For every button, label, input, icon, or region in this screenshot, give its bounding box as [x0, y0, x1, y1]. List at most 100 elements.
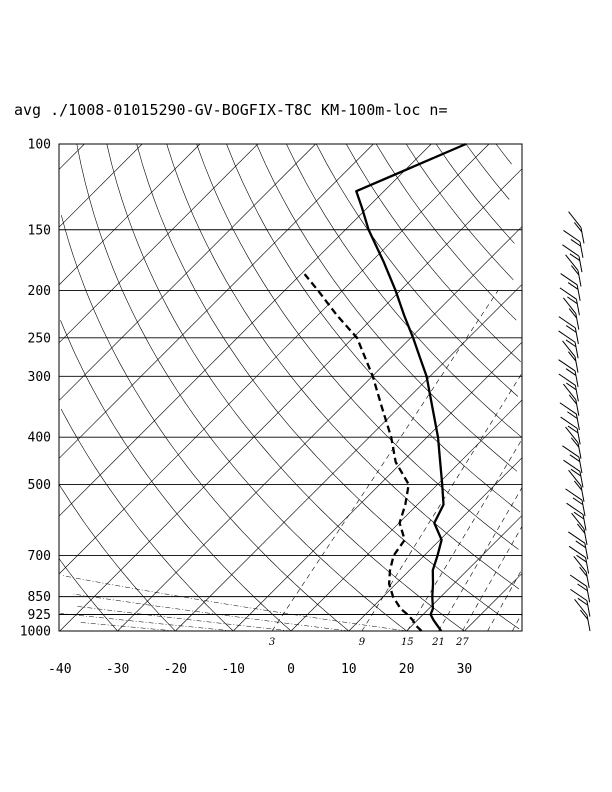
wind-barb-staff	[574, 327, 579, 344]
isotherm-line	[58, 143, 85, 170]
dry-adiabat-line	[346, 143, 522, 363]
wind-barb-staff	[575, 413, 580, 431]
moist-adiabat-line	[77, 606, 292, 632]
plot-frame	[58, 143, 523, 632]
wind-barb	[562, 297, 580, 330]
wind-barb-flag	[565, 339, 577, 348]
wind-barb-staff	[584, 543, 589, 560]
wind-barb-flag	[572, 497, 584, 506]
wind-barb	[558, 373, 579, 402]
wind-barb-staff	[575, 399, 580, 416]
dry-adiabat-line	[316, 143, 519, 397]
pressure-tick-label: 100	[28, 138, 51, 153]
wind-barb-flag	[569, 574, 587, 587]
isotherm-line	[406, 515, 523, 632]
wind-barb-flag	[566, 502, 584, 515]
wind-barb	[562, 445, 583, 474]
wind-barb	[570, 588, 591, 617]
wind-barb	[559, 287, 580, 316]
wind-barb-flag	[562, 244, 580, 257]
isotherm-line	[58, 143, 432, 517]
wind-barb	[574, 599, 591, 632]
wind-barb-flag	[579, 566, 588, 577]
wind-barb-flag	[565, 368, 577, 376]
dry-adiabat-line	[60, 408, 234, 632]
isotherm-line	[58, 143, 316, 401]
dry-adiabat-line	[435, 143, 515, 244]
wind-barb-staff	[585, 557, 590, 574]
wind-barb-flag	[558, 330, 576, 343]
wind-barb-flag	[565, 488, 583, 501]
wind-barb-staff	[578, 256, 583, 273]
wind-barb-flag	[568, 308, 578, 319]
wind-barb-flag	[573, 555, 587, 573]
dry-adiabat-line	[226, 143, 521, 513]
wind-barb-flag	[571, 512, 585, 530]
wind-barb	[559, 402, 580, 431]
wind-barb-flag	[562, 340, 576, 357]
dry-adiabat-line	[76, 143, 407, 632]
dry-adiabat-line	[61, 215, 349, 632]
wind-barb	[566, 502, 587, 531]
wind-barb-flag	[559, 287, 577, 300]
wind-barb-staff	[574, 342, 579, 359]
temperature-tick-label: -30	[106, 662, 129, 677]
isotherm-line	[58, 143, 201, 286]
wind-barb-flag	[567, 425, 579, 434]
isotherm-line	[464, 573, 523, 632]
wind-barb	[562, 383, 580, 416]
dry-adiabat-line	[465, 143, 510, 200]
wind-barb	[568, 469, 585, 502]
isotherm-line	[59, 168, 523, 632]
wind-barb-flag	[567, 411, 578, 419]
wind-barb-flag	[577, 597, 589, 606]
wind-barb-flag	[570, 468, 582, 477]
wind-barb-flag	[560, 273, 578, 286]
wind-barb	[562, 244, 583, 273]
wind-barb-staff	[583, 528, 588, 545]
dry-adiabat-line	[60, 320, 292, 632]
wind-barb	[558, 359, 579, 388]
wind-barb-flag	[558, 359, 576, 372]
wind-barb-staff	[574, 370, 579, 388]
pressure-tick-label: 300	[28, 370, 51, 385]
dry-adiabat-line	[405, 143, 514, 281]
dry-adiabat-line	[495, 143, 512, 165]
temperature-tick-label: 0	[287, 662, 295, 677]
pressure-tick-label: 400	[28, 431, 51, 446]
wind-barb-staff	[575, 299, 580, 316]
dry-adiabat-line	[58, 484, 176, 632]
wind-barb-flag	[563, 230, 581, 243]
wind-barb-staff	[586, 586, 591, 603]
moist-adiabat-line	[60, 613, 234, 632]
wind-barb-flag	[573, 511, 585, 520]
wind-barb-staff	[574, 356, 579, 373]
isotherm-line	[58, 143, 374, 459]
mixing-ratio-label: 21	[431, 637, 445, 648]
wind-barb-flag	[570, 588, 588, 602]
wind-barb-staff	[580, 485, 585, 502]
wind-barb-flag	[562, 297, 577, 314]
isotherm-line	[232, 341, 523, 632]
wind-barb	[565, 254, 582, 287]
wind-barb-staff	[581, 500, 586, 517]
wind-barb-flag	[577, 583, 588, 592]
mixing-ratio-label: 9	[359, 637, 366, 648]
wind-barb-flag	[570, 239, 582, 247]
wind-barb-flag	[573, 480, 583, 491]
dry-adiabat-line	[58, 558, 118, 632]
wind-barb-staff	[580, 227, 585, 244]
temperature-tick-label: -40	[48, 662, 71, 677]
wind-barb-staff	[586, 614, 591, 632]
wind-barb-flag	[570, 265, 580, 276]
wind-barb-staff	[578, 456, 583, 474]
isotherm-line	[348, 457, 523, 632]
dry-adiabat-line	[106, 143, 465, 632]
wind-barb-flag	[568, 531, 586, 544]
mixing-ratio-line	[407, 439, 523, 632]
mixing-ratio-line	[438, 487, 523, 632]
wind-barb-staff	[579, 241, 584, 258]
moist-adiabat-line	[79, 622, 176, 632]
mixing-ratio-line	[487, 568, 523, 632]
dry-adiabat-line	[375, 143, 517, 321]
